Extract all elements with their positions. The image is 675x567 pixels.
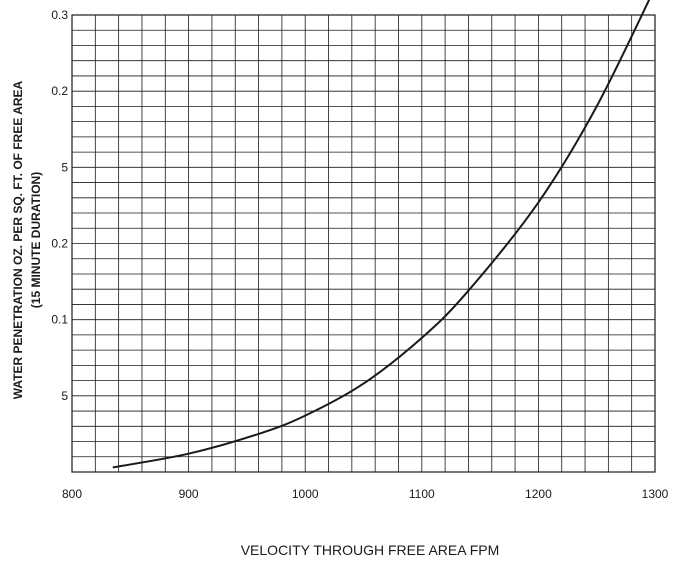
x-tick-label: 1000 (292, 487, 319, 501)
x-tick-label: 900 (179, 487, 199, 501)
y-axis-label: WATER PENETRATION OZ. PER SQ. FT. OF FRE… (11, 80, 25, 399)
x-tick-label: 1300 (642, 487, 669, 501)
y-tick-label: 5 (61, 160, 68, 174)
y-tick-label: 0.2 (51, 237, 68, 251)
y-axis-label-duration: (15 MINUTE DURATION) (29, 172, 43, 308)
y-tick-label: 0.2 (51, 84, 68, 98)
plot-frame (71, 14, 656, 473)
x-axis-label: VELOCITY THROUGH FREE AREA FPM (241, 542, 500, 558)
x-tick-label: 1100 (409, 487, 435, 501)
x-tick-labels: 800 900 1000 1100 1200 1300 (62, 487, 669, 501)
x-tick-label: 800 (62, 487, 82, 501)
grid (72, 15, 655, 472)
y-tick-labels: 0.3 0.2 5 0.2 0.1 5 (51, 8, 68, 403)
penetration-curve (112, 0, 651, 469)
y-tick-label: 0.1 (51, 313, 68, 327)
x-tick-label: 1200 (525, 487, 552, 501)
y-tick-label: 5 (61, 389, 68, 403)
y-tick-label: 0.3 (51, 8, 68, 22)
